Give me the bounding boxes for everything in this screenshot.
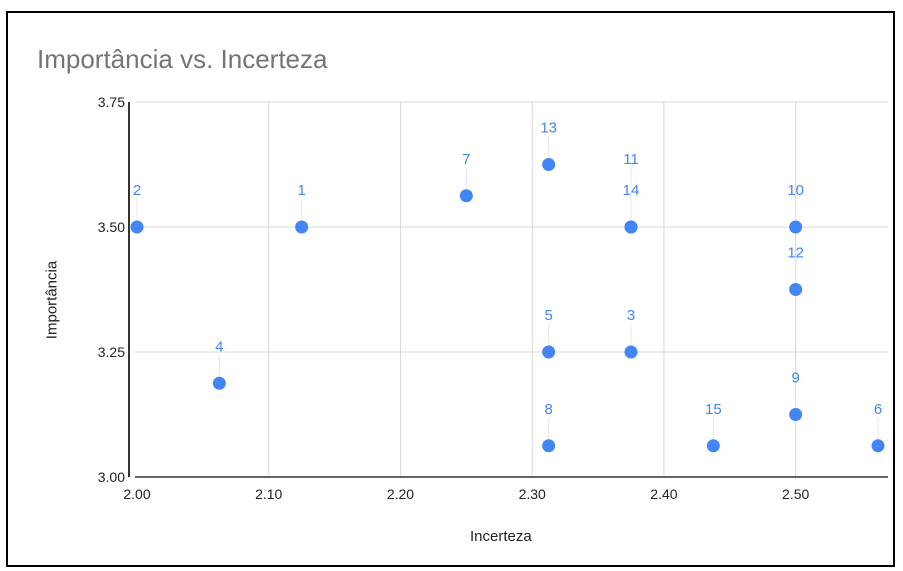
data-label: 9 [791,370,799,387]
data-point [542,345,556,359]
data-label: 12 [787,245,804,262]
data-label: 13 [540,120,557,137]
x-tick-label: 2.50 [782,486,809,502]
data-label: 8 [544,401,552,418]
x-axis-title: Incerteza [470,528,532,545]
data-label: 14 [623,182,640,199]
data-label: 6 [874,401,882,418]
y-tick-label: 3.50 [98,219,125,235]
data-point [706,439,720,453]
x-tick-label: 2.20 [387,486,414,502]
data-point [542,439,556,453]
data-point [130,220,144,234]
data-point [542,158,556,171]
x-tick-label: 2.30 [519,486,546,502]
data-label: 15 [705,401,722,418]
data-point [789,408,803,421]
data-label: 10 [787,182,804,199]
x-tick-label: 2.00 [123,486,150,502]
data-label: 5 [544,307,552,324]
data-point [624,345,638,359]
data-label: 7 [462,151,470,168]
x-tick-label: 2.10 [255,486,282,502]
data-point [789,283,803,296]
data-point [871,439,885,453]
x-tick-label: 2.40 [650,486,677,502]
y-tick-label: 3.00 [98,469,125,485]
y-tick-label: 3.25 [98,344,125,360]
data-label: 3 [627,307,635,324]
data-label: 4 [215,338,223,355]
data-point [212,376,226,390]
data-point [789,220,803,234]
chart-frame [6,11,895,567]
data-point [459,189,473,203]
chart-title: Importância vs. Incerteza [37,44,328,74]
data-label: 11 [623,151,639,168]
data-label: 2 [133,182,141,199]
data-point [295,220,309,234]
data-point [624,220,638,234]
data-label: 1 [297,182,305,199]
y-tick-label: 3.75 [98,94,125,110]
